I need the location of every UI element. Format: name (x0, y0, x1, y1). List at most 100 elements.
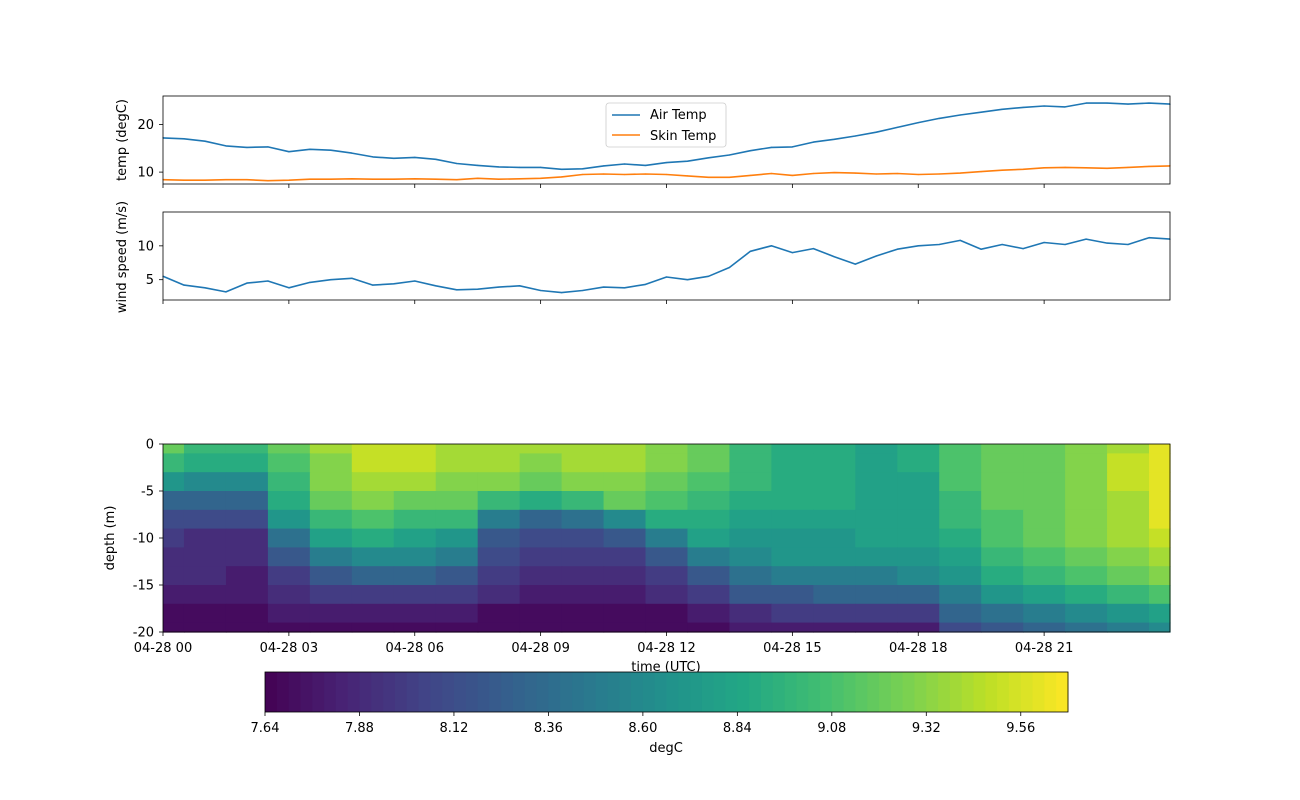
heatmap-cell (1149, 491, 1171, 511)
heatmap-cell (225, 509, 269, 530)
colorbar-step (867, 672, 880, 712)
heatmap-cell (729, 528, 772, 548)
heatmap-cell (729, 566, 772, 586)
data-point (1148, 165, 1150, 167)
heatmap-cell (687, 547, 731, 567)
data-point (1127, 166, 1129, 168)
heatmap-cell (183, 509, 227, 530)
heatmap-cell (645, 585, 689, 605)
data-point (707, 275, 710, 277)
heatmap-cell (519, 509, 563, 530)
colorbar-gradient (265, 672, 1069, 712)
colorbar-step (477, 672, 490, 712)
heatmap-cell (351, 603, 395, 624)
colorbar-step (406, 672, 420, 712)
heatmap-cell (771, 509, 814, 530)
heatmap-cell (939, 491, 982, 511)
heatmap-cell (351, 472, 395, 492)
heatmap-cell (561, 603, 605, 624)
heatmap-cell (477, 509, 521, 530)
heatmap-cell (561, 566, 605, 586)
heatmap-cell (1023, 585, 1066, 605)
heatmap-cell (1023, 472, 1066, 492)
heatmap-cell (183, 585, 227, 605)
data-point (330, 178, 332, 180)
heatmap-cell (309, 472, 353, 492)
heatmap-cell (561, 622, 605, 633)
colorbar-step (938, 672, 951, 712)
heatmap-cell (1065, 566, 1108, 586)
data-point (770, 172, 773, 175)
heatmap-cell (603, 491, 647, 511)
colorbar-step (607, 672, 620, 712)
data-point (519, 285, 521, 287)
heatmap-cell (603, 472, 647, 492)
heatmap-cell (561, 472, 605, 492)
heatmap-cell (267, 453, 311, 473)
heatmap-cell (771, 547, 814, 567)
colorbar-step (749, 672, 762, 712)
colorbar-step (725, 672, 738, 712)
heatmap-cell (603, 603, 647, 624)
colorbar-step (1008, 672, 1022, 712)
heatmap-cell (981, 622, 1024, 633)
heatmap-cell (561, 444, 605, 454)
heatmap-cell (1149, 444, 1171, 454)
data-point (665, 173, 668, 176)
data-point (854, 263, 856, 265)
heatmap-cell (855, 528, 898, 548)
data-point (603, 165, 605, 167)
heatmap-cell (435, 603, 479, 624)
wind-speed-axes-frame (162, 211, 1171, 301)
data-point (1085, 238, 1087, 240)
heatmap-cell (1149, 453, 1171, 473)
colorbar-step (890, 672, 904, 712)
heatmap-cell (855, 566, 898, 586)
colorbar-step (595, 672, 608, 712)
heatmap-cell (561, 453, 605, 473)
temperature-series (162, 102, 1171, 182)
data-point (770, 245, 773, 247)
heatmap-cell (729, 585, 772, 605)
data-point (414, 178, 416, 180)
data-point (1022, 168, 1024, 170)
heatmap-cell (1107, 547, 1150, 567)
heatmap-cell (351, 491, 395, 511)
colorbar-step (701, 672, 715, 712)
heatmap-cell (183, 453, 227, 473)
data-point (309, 281, 311, 283)
heatmap-cell (309, 566, 353, 586)
data-point (582, 173, 584, 176)
data-point (686, 279, 689, 281)
heatmap-cell (897, 566, 940, 586)
heatmap-cell (897, 622, 940, 633)
colorbar-step (524, 672, 538, 712)
data-point (414, 156, 416, 158)
heatmap-cell (561, 509, 605, 530)
heatmap-cell (435, 491, 479, 511)
heatmap-cell (393, 509, 437, 530)
heatmap-cell (855, 444, 898, 454)
temperature-x-ticks (162, 184, 1045, 188)
data-point (204, 179, 206, 181)
heatmap-cell (393, 547, 437, 567)
heatmap-cell (225, 566, 269, 586)
heatmap-cell (939, 603, 982, 624)
heatmap-cell (1023, 603, 1066, 624)
heatmap-cell (897, 585, 940, 605)
data-point (330, 149, 332, 151)
colorbar-step (879, 672, 892, 712)
heatmap-cell (163, 444, 185, 454)
colorbar-label: degC (649, 741, 683, 756)
data-point (980, 111, 982, 113)
heatmap-cell (477, 566, 521, 586)
data-point (791, 146, 794, 148)
data-point (204, 287, 206, 289)
colorbar-step (560, 672, 573, 712)
colorbar-step (831, 672, 845, 712)
data-point (477, 164, 479, 166)
heatmap-cell (729, 491, 772, 511)
heatmap-cell (183, 622, 227, 633)
data-point (582, 168, 584, 170)
data-point (561, 292, 563, 294)
